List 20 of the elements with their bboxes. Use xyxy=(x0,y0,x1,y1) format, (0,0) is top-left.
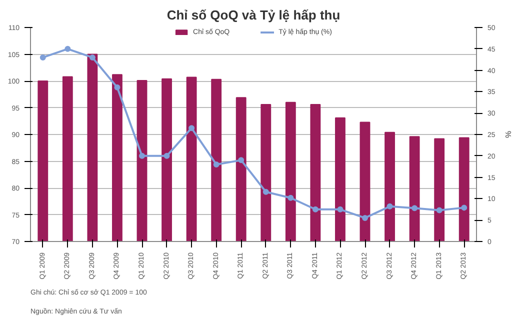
point xyxy=(412,205,418,212)
point xyxy=(89,54,96,60)
y2-axis-title: % xyxy=(503,130,512,138)
point xyxy=(114,84,120,90)
point xyxy=(188,125,195,132)
point xyxy=(139,152,145,159)
point xyxy=(40,54,46,60)
point xyxy=(312,206,318,212)
point xyxy=(461,204,468,211)
point xyxy=(262,188,269,195)
point xyxy=(288,194,294,201)
point xyxy=(64,46,71,52)
point xyxy=(238,157,244,164)
chart-title: Chỉ số QoQ và Tỷ lệ hấp thụ xyxy=(166,8,340,22)
point xyxy=(386,203,393,210)
point xyxy=(164,152,170,159)
point xyxy=(337,206,344,212)
point xyxy=(213,161,220,168)
point xyxy=(362,214,368,221)
point xyxy=(436,207,442,214)
